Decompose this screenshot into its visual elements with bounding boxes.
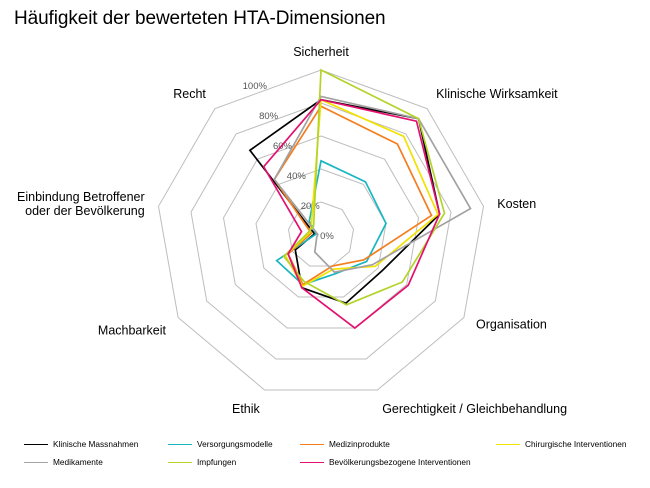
axis-label-sicherheit: Sicherheit (293, 45, 349, 59)
data-series (248, 68, 472, 330)
axis-label-line: Klinische Wirksamkeit (436, 87, 558, 101)
axis-label-line: Ethik (232, 402, 261, 416)
axis-label-machbarkeit: Machbarkeit (98, 324, 167, 338)
series-impfungen (282, 68, 446, 306)
series-bevoelkerungsbezogene-interventionen (262, 98, 441, 330)
axis-labels: Sicherheit Klinische Wirksamkeit Kosten Org… (17, 45, 567, 416)
radial-tick-labels: 0% 20% 40% 60% 80% 100% (243, 81, 335, 242)
series-klinische-massnahmen (248, 98, 441, 305)
axis-label-line: Organisation (476, 318, 547, 332)
tick-label-100: 100% (243, 81, 268, 92)
tick-label-60: 60% (273, 141, 293, 152)
tick-label-20: 20% (301, 201, 321, 212)
axis-label-ethik: Ethik (232, 402, 261, 416)
grid-ring-60 (222, 135, 420, 329)
axis-label-einbindung-betroffener-oder-der-bevoelkerung: Einbindung Betroffener oder der Bevölkeru… (17, 190, 145, 218)
axis-label-recht: Recht (173, 87, 206, 101)
grid-ring-80 (190, 102, 452, 360)
axis-label-line: oder der Bevölkerung (25, 204, 145, 218)
axis-label-organisation: Organisation (476, 318, 547, 332)
axis-label-line: Recht (173, 87, 206, 101)
tick-label-40: 40% (287, 171, 307, 182)
axis-label-line: Einbindung Betroffener (17, 190, 145, 204)
axis-label-line: Gerechtigkeit / Gleichbehandlung (382, 402, 567, 416)
axis-label-klinische-wirksamkeit: Klinische Wirksamkeit (436, 87, 558, 101)
grid-ring-100 (157, 69, 485, 391)
tick-label-80: 80% (259, 111, 279, 122)
axis-label-gerechtigkeit-gleichbehandlung: Gerechtigkeit / Gleichbehandlung (382, 402, 567, 416)
chart-title: Häufigkeit der bewerteten HTA-Dimensione… (14, 8, 386, 29)
radar-grid (157, 69, 485, 391)
series-medizinprodukte (273, 105, 433, 286)
grid-ring-40 (255, 168, 387, 298)
axis-label-line: Sicherheit (293, 45, 349, 59)
axis-label-line: Kosten (497, 197, 536, 211)
axis-label-line: Machbarkeit (98, 324, 167, 338)
series-chirurgische-interventionen (284, 98, 440, 288)
axis-label-kosten: Kosten (497, 197, 536, 211)
tick-label-0: 0% (320, 231, 334, 242)
series-medikamente (273, 95, 472, 274)
